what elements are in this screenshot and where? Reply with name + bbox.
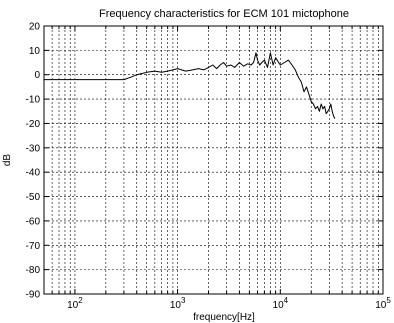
y-tick-label: -60 bbox=[26, 216, 41, 227]
series-layer bbox=[44, 52, 336, 119]
y-tick-label: -80 bbox=[26, 265, 41, 276]
chart-title: Frequency characteristics for ECM 101 mi… bbox=[99, 8, 349, 20]
plot-frame bbox=[43, 25, 384, 295]
y-tick-label: -20 bbox=[26, 119, 41, 130]
series-line bbox=[44, 52, 336, 119]
y-tick-label: -70 bbox=[26, 241, 41, 252]
y-tick-label: -50 bbox=[26, 192, 41, 203]
y-tick-label: -30 bbox=[26, 143, 41, 154]
y-tick-label: -40 bbox=[26, 168, 41, 179]
y-tick-label: 10 bbox=[29, 46, 41, 57]
x-tick-label: 104 bbox=[273, 296, 289, 311]
x-axis-label: frequency[Hz] bbox=[193, 312, 255, 323]
grid bbox=[44, 26, 383, 294]
y-tick-label: -90 bbox=[26, 290, 41, 301]
x-tick-label: 105 bbox=[375, 296, 391, 311]
axis-ticks: 20 10 0 -10 -20 -30 -40 -50 -60 -70 -80 -90 102 103 10… bbox=[26, 22, 392, 312]
y-tick-label: 0 bbox=[34, 70, 40, 81]
y-tick-label: 20 bbox=[29, 22, 41, 33]
y-tick-label: -10 bbox=[26, 95, 41, 106]
x-tick-label: 102 bbox=[67, 296, 83, 311]
y-axis-label: dB bbox=[2, 154, 13, 167]
x-tick-label: 103 bbox=[170, 296, 186, 311]
